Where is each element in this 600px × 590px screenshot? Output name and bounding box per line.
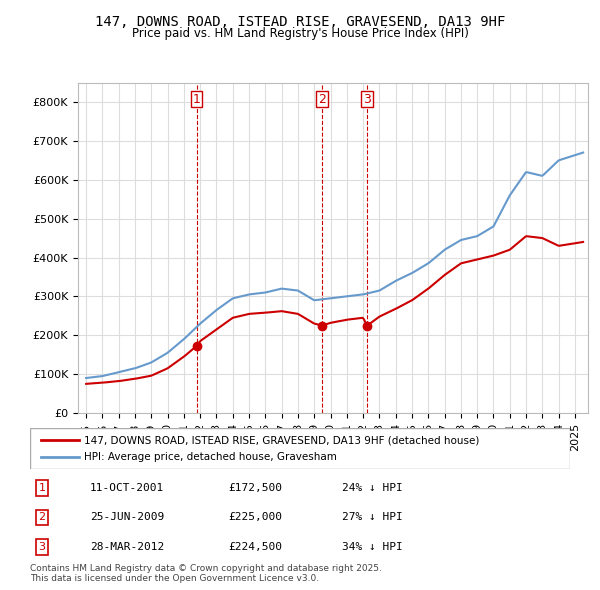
- Text: HPI: Average price, detached house, Gravesham: HPI: Average price, detached house, Grav…: [84, 453, 337, 463]
- Text: 1: 1: [193, 93, 200, 106]
- Text: 25-JUN-2009: 25-JUN-2009: [90, 513, 164, 522]
- Text: £224,500: £224,500: [228, 542, 282, 552]
- Text: Contains HM Land Registry data © Crown copyright and database right 2025.
This d: Contains HM Land Registry data © Crown c…: [30, 563, 382, 583]
- Text: Price paid vs. HM Land Registry's House Price Index (HPI): Price paid vs. HM Land Registry's House …: [131, 27, 469, 40]
- Text: 147, DOWNS ROAD, ISTEAD RISE, GRAVESEND, DA13 9HF: 147, DOWNS ROAD, ISTEAD RISE, GRAVESEND,…: [95, 15, 505, 29]
- Text: 1: 1: [38, 483, 46, 493]
- Text: 2: 2: [318, 93, 326, 106]
- FancyBboxPatch shape: [30, 428, 570, 469]
- Text: £225,000: £225,000: [228, 513, 282, 522]
- Text: 3: 3: [363, 93, 371, 106]
- Text: 27% ↓ HPI: 27% ↓ HPI: [342, 513, 403, 522]
- Text: 34% ↓ HPI: 34% ↓ HPI: [342, 542, 403, 552]
- Text: 3: 3: [38, 542, 46, 552]
- Text: 24% ↓ HPI: 24% ↓ HPI: [342, 483, 403, 493]
- Text: 147, DOWNS ROAD, ISTEAD RISE, GRAVESEND, DA13 9HF (detached house): 147, DOWNS ROAD, ISTEAD RISE, GRAVESEND,…: [84, 435, 479, 445]
- Text: £172,500: £172,500: [228, 483, 282, 493]
- Text: 2: 2: [38, 513, 46, 522]
- Text: 11-OCT-2001: 11-OCT-2001: [90, 483, 164, 493]
- Text: 28-MAR-2012: 28-MAR-2012: [90, 542, 164, 552]
